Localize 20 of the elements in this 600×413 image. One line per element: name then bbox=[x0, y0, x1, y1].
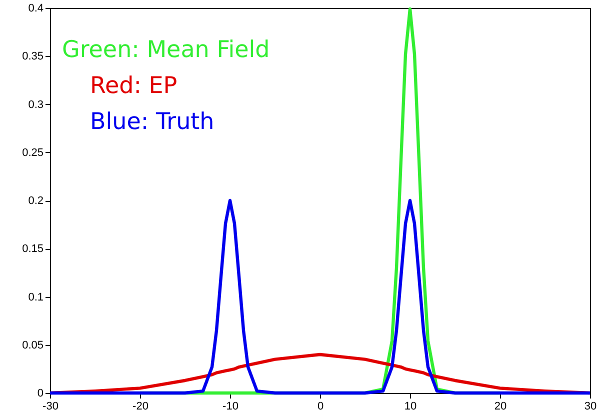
y-tick-label: 0.35 bbox=[22, 50, 44, 63]
x-tick-label: 0 bbox=[317, 400, 324, 412]
y-tick-label: 0 bbox=[37, 388, 44, 400]
x-tick-label: 20 bbox=[494, 400, 507, 412]
line-series bbox=[48, 198, 592, 395]
y-tick-label: 0.2 bbox=[28, 195, 44, 207]
x-tick-label: 30 bbox=[584, 400, 597, 412]
x-tick-label: 10 bbox=[404, 400, 417, 412]
text: Green: Mean Field bbox=[62, 37, 270, 63]
x-tick-label: -30 bbox=[42, 400, 58, 412]
y-tick-label: 0.1 bbox=[28, 291, 44, 304]
x-tick-label: -10 bbox=[222, 400, 238, 412]
y-tick-label: 0.05 bbox=[22, 339, 44, 352]
x-tick-label: -20 bbox=[132, 400, 148, 412]
y-tick-label: 0.4 bbox=[28, 2, 44, 14]
y-tick-label: 0.25 bbox=[22, 146, 44, 159]
y-tick-label: 0.15 bbox=[22, 243, 44, 256]
text: Red: EP bbox=[90, 73, 178, 99]
text: Blue: Truth bbox=[90, 109, 214, 135]
y-tick-label: 0.3 bbox=[28, 98, 44, 111]
